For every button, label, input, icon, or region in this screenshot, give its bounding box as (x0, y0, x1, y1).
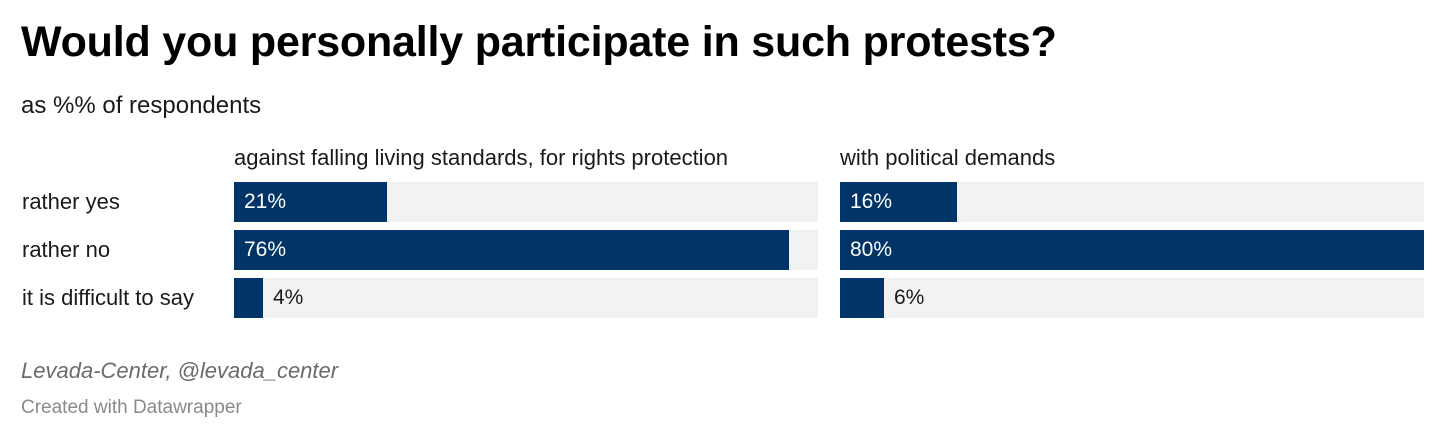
chart-title: Would you personally participate in such… (21, 18, 1057, 66)
created-with-credit: Created with Datawrapper (21, 397, 242, 418)
row-label: rather no (22, 237, 111, 262)
bar (840, 278, 884, 318)
bar (840, 230, 1424, 270)
data-label: 80% (850, 238, 893, 261)
bar-track: 80% (840, 230, 1424, 270)
bar-track: 4% (234, 278, 818, 318)
data-label: 21% (244, 190, 287, 213)
data-label: 4% (273, 286, 304, 309)
data-label: 16% (850, 190, 893, 213)
bar-track: 6% (840, 278, 1424, 318)
bar (234, 230, 789, 270)
bar-track: 16% (840, 182, 1424, 222)
bar-track: 76% (234, 230, 818, 270)
data-label: 76% (244, 238, 287, 261)
bar-track: 21% (234, 182, 818, 222)
panel-title: against falling living standards, for ri… (234, 145, 729, 170)
panel-title: with political demands (840, 145, 1056, 170)
source-note: Levada-Center, @levada_center (21, 358, 339, 383)
bar (234, 278, 263, 318)
bar (234, 182, 387, 222)
row-label: it is difficult to say (22, 285, 194, 310)
row-label: rather yes (22, 189, 120, 214)
data-label: 6% (894, 286, 925, 309)
bar (840, 182, 957, 222)
chart-subtitle: as %% of respondents (21, 92, 262, 119)
